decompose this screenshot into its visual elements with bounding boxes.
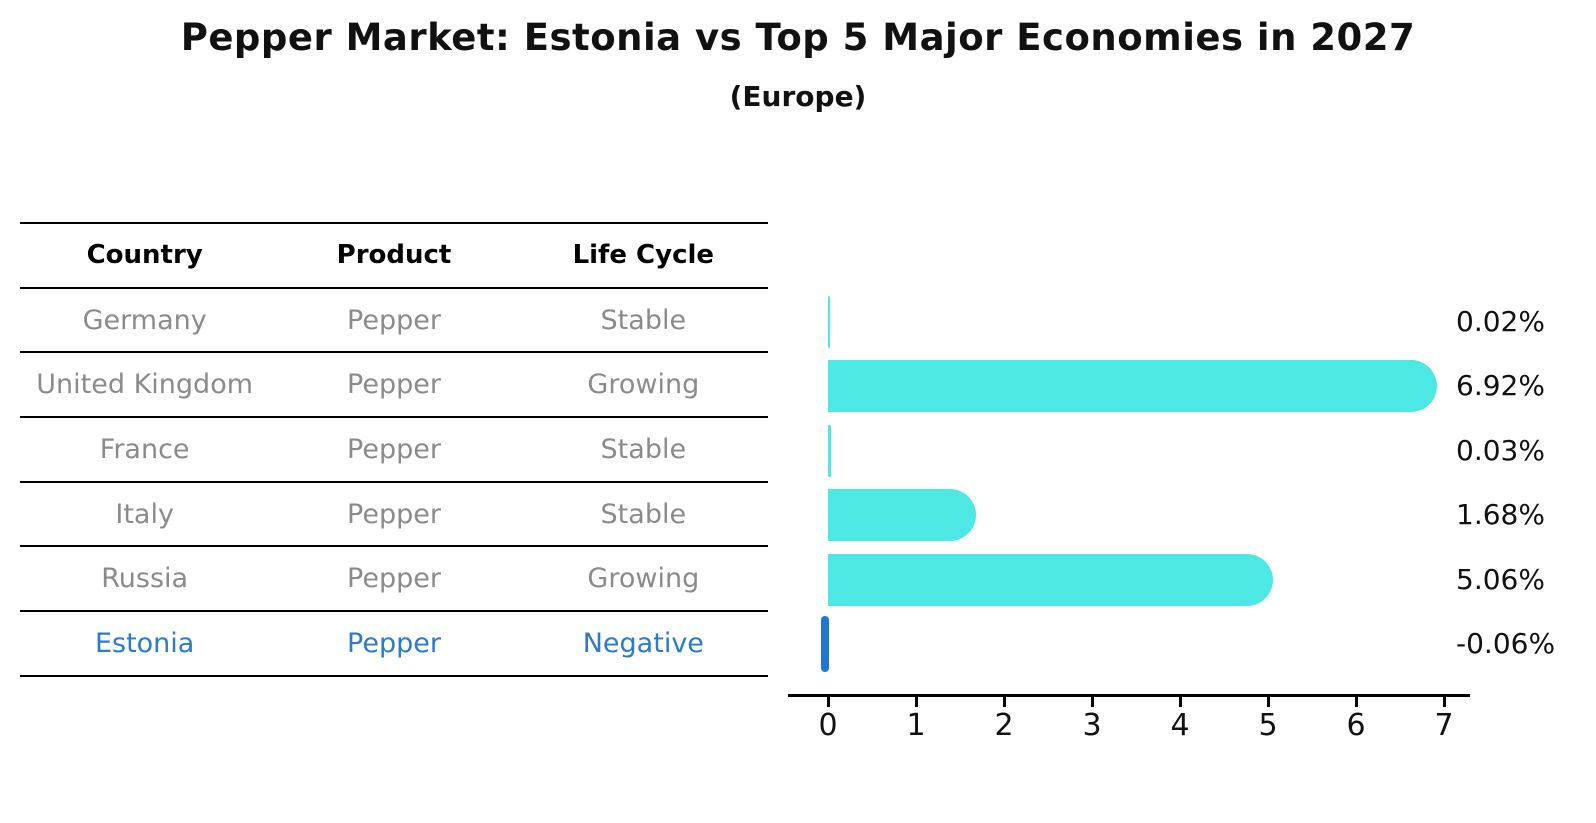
bar-united-kingdom [828,360,1437,412]
page-subtitle: (Europe) [729,80,867,113]
x-tick-label: 1 [906,708,926,743]
cell-life-cycle: Stable [600,304,687,336]
page-title: Pepper Market: Estonia vs Top 5 Major Ec… [180,16,1416,59]
cell-country: United Kingdom [36,369,254,401]
table-row-germany: Germany Pepper Stable [20,286,768,352]
x-axis-tick [1002,697,1006,707]
cell-product: Pepper [347,627,441,659]
x-axis-tick [1266,697,1270,707]
column-header-life-cycle: Life Cycle [572,240,715,271]
x-axis-tick [914,697,918,707]
column-header-country: Country [86,240,203,271]
cell-country: Italy [115,498,174,530]
x-tick-label: 3 [1082,708,1102,743]
bar-italy [828,489,976,541]
x-tick-label: 6 [1346,708,1366,743]
value-label-russia: 5.06% [1456,562,1545,596]
cell-country: Germany [82,304,207,336]
value-label-united-kingdom: 6.92% [1456,369,1545,402]
cell-life-cycle: Negative [582,627,704,659]
cell-product: Pepper [347,563,441,595]
x-axis-tick [1354,697,1358,707]
column-header-product: Product [336,240,452,271]
value-label-italy: 1.68% [1456,498,1545,531]
cell-product: Pepper [347,304,441,336]
x-tick-label: 4 [1170,708,1190,743]
country-info-table: Country Product Life Cycle Germany Peppe… [20,222,768,677]
table-row-italy: Italy Pepper Stable [20,480,768,546]
cell-life-cycle: Growing [587,369,700,401]
value-label-estonia: -0.06% [1456,627,1556,660]
table-row-france: France Pepper Stable [20,416,768,481]
cell-life-cycle: Growing [587,563,700,595]
x-tick-label: 5 [1258,708,1278,743]
value-label-germany: 0.02% [1456,304,1545,338]
table-header-row: Country Product Life Cycle [20,222,768,287]
x-tick-label: 7 [1434,708,1454,743]
bar-russia [828,553,1274,606]
cell-country: Estonia [94,627,195,659]
bar-estonia [821,616,829,672]
cell-country: Russia [101,563,189,595]
table-row-united-kingdom: United Kingdom Pepper Growing [20,351,768,416]
bar-france [828,424,831,477]
bar-germany [828,295,830,348]
cell-country: France [99,433,190,465]
cell-product: Pepper [347,369,441,401]
cell-life-cycle: Stable [600,433,687,465]
x-axis-tick [1090,697,1094,707]
x-axis-tick [1442,697,1446,707]
x-axis-tick [1178,697,1182,707]
x-tick-label: 2 [994,708,1014,743]
cell-life-cycle: Stable [600,498,687,530]
table-row-russia: Russia Pepper Growing [20,545,768,610]
x-tick-label: 0 [818,708,838,743]
value-label-france: 0.03% [1456,433,1545,467]
cell-product: Pepper [347,498,441,530]
x-axis-tick [826,697,830,707]
x-axis-line [788,694,1470,697]
table-row-estonia: Estonia Pepper Negative [20,610,768,675]
cell-product: Pepper [347,433,441,465]
